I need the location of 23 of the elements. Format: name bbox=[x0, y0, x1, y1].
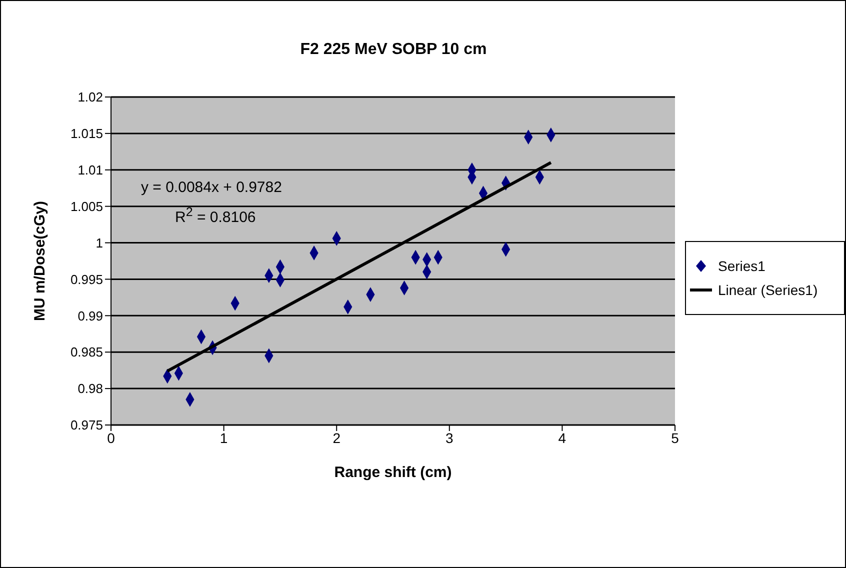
x-tick-label: 3 bbox=[446, 430, 454, 446]
y-tick-label: 0.98 bbox=[78, 381, 103, 396]
annotation: y = 0.0084x + 0.9782 bbox=[141, 179, 282, 196]
y-tick-label: 0.99 bbox=[78, 308, 103, 324]
y-axis-title: MU m/Dose(cGy) bbox=[31, 200, 48, 322]
legend-label: Series1 bbox=[718, 258, 766, 274]
y-tick-label: 0.995 bbox=[70, 272, 103, 287]
x-axis-title: Range shift (cm) bbox=[334, 464, 452, 481]
y-tick-label: 1.005 bbox=[70, 198, 103, 214]
y-tick-label: 1 bbox=[96, 235, 103, 250]
legend-label: Linear (Series1) bbox=[718, 282, 818, 298]
chart-title: F2 225 MeV SOBP 10 cm bbox=[299, 41, 488, 59]
y-tick-label: 1.015 bbox=[70, 126, 103, 142]
x-tick-label: 2 bbox=[332, 430, 341, 446]
x-tick-label: 0 bbox=[107, 430, 116, 446]
y-tick-label: 0.985 bbox=[70, 344, 103, 360]
y-tick-label: 0.975 bbox=[70, 418, 103, 433]
annotation: R$^{2}$ = 0.8106 bbox=[175, 205, 256, 226]
x-tick-label: 4 bbox=[558, 430, 566, 446]
y-tick-label: 1.02 bbox=[78, 90, 103, 105]
y-tick-label: 1.01 bbox=[78, 162, 103, 178]
x-tick-label: 1 bbox=[220, 430, 228, 446]
x-tick-label: 5 bbox=[671, 430, 680, 446]
